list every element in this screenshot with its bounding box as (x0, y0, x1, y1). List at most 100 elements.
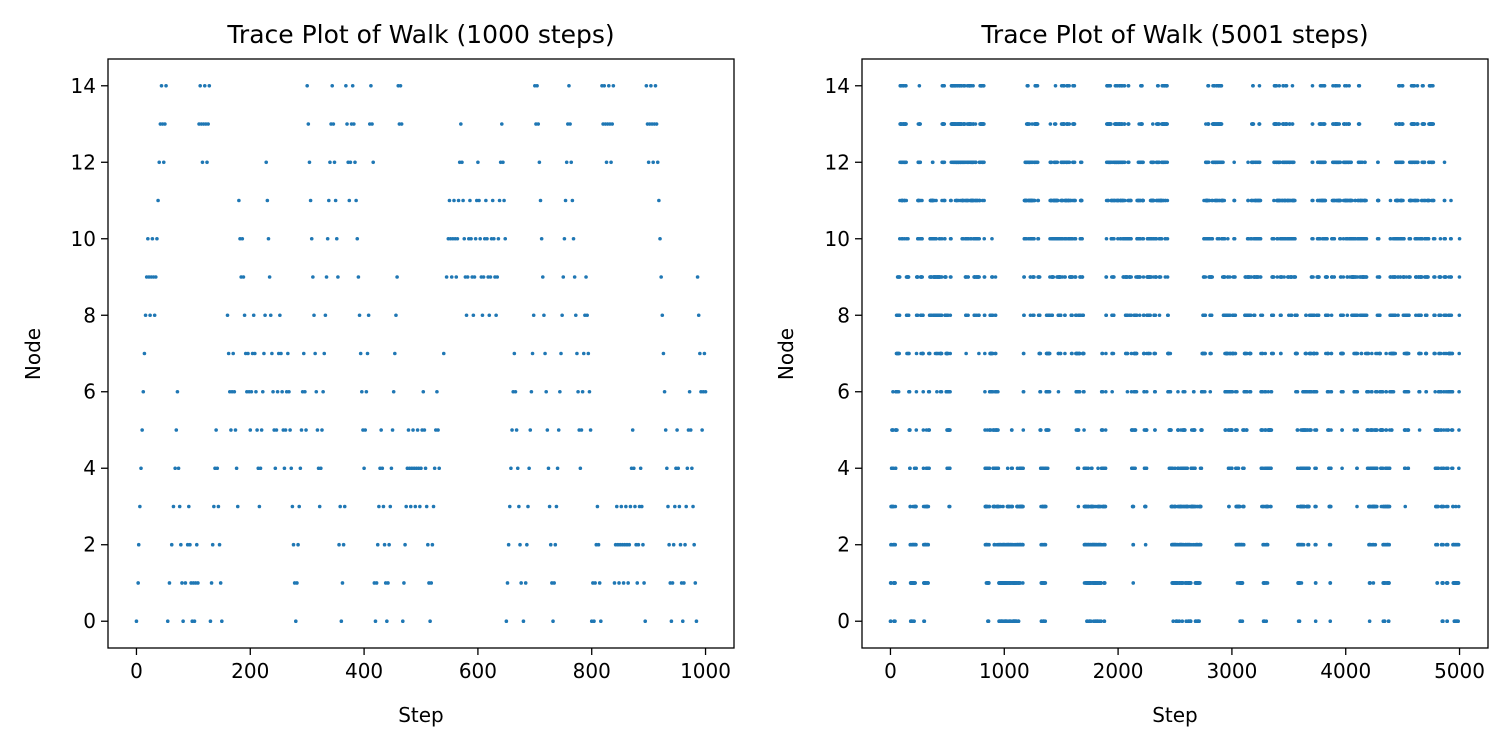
data-point (460, 160, 464, 165)
data-point (1221, 160, 1225, 165)
data-point (490, 198, 495, 203)
data-point (576, 389, 580, 394)
data-point (1387, 504, 1392, 509)
data-point (977, 351, 981, 356)
data-point (146, 236, 150, 241)
data-point (1376, 236, 1381, 241)
data-point (369, 83, 373, 88)
data-point (612, 581, 617, 585)
data-point (364, 389, 369, 394)
data-point (1043, 619, 1048, 624)
data-point (1141, 198, 1146, 203)
data-point (1297, 619, 1302, 624)
data-point (1233, 275, 1237, 279)
data-point (966, 275, 970, 279)
data-point (1168, 389, 1173, 394)
data-point (897, 313, 902, 318)
data-point (1076, 428, 1081, 432)
data-point (537, 160, 542, 165)
data-point (983, 389, 987, 394)
data-point (375, 542, 380, 547)
data-point (447, 198, 452, 203)
data-point (1340, 428, 1344, 432)
data-point (1133, 428, 1138, 432)
data-point (202, 83, 207, 88)
data-point (696, 313, 701, 318)
data-point (678, 542, 683, 547)
data-point (543, 351, 547, 356)
data-point (344, 83, 348, 88)
data-point (660, 313, 665, 318)
data-point (468, 198, 472, 203)
data-point (260, 389, 265, 394)
data-point (535, 83, 539, 88)
data-point (611, 83, 616, 88)
data-point (918, 122, 922, 126)
data-point (1100, 428, 1105, 432)
data-point (173, 466, 177, 471)
data-point (435, 389, 439, 394)
data-point (982, 160, 986, 165)
data-point (393, 351, 397, 356)
data-point (1165, 122, 1169, 126)
data-point (441, 351, 446, 356)
data-point (1263, 389, 1268, 394)
data-point (1318, 236, 1322, 241)
data-point (139, 466, 143, 471)
data-point (921, 313, 925, 318)
data-point (579, 428, 584, 432)
data-point (703, 389, 708, 394)
data-point (1384, 351, 1388, 356)
data-point (518, 542, 522, 547)
data-point (904, 122, 908, 126)
data-point (263, 313, 267, 318)
data-point (141, 389, 146, 394)
data-point (926, 542, 931, 547)
data-point (1076, 466, 1081, 471)
data-point (687, 389, 692, 394)
data-point (217, 542, 222, 547)
data-point (1226, 236, 1230, 241)
data-point (1269, 428, 1274, 432)
data-point (234, 466, 239, 471)
data-point (342, 504, 347, 509)
data-point (177, 504, 182, 509)
data-point (1134, 389, 1139, 394)
data-point (452, 198, 456, 203)
data-point (140, 428, 144, 432)
data-point (1088, 619, 1093, 624)
data-point (192, 619, 197, 624)
data-point (893, 581, 897, 585)
data-point (436, 428, 440, 432)
data-point (492, 236, 496, 241)
data-point (1257, 83, 1262, 88)
data-point (1344, 83, 1349, 88)
data-point (572, 275, 577, 279)
data-point (1393, 351, 1398, 356)
data-point (1349, 160, 1353, 165)
data-point (990, 313, 995, 318)
data-point (684, 504, 688, 509)
data-point (283, 428, 288, 432)
data-point (663, 428, 668, 432)
data-point (920, 275, 925, 279)
data-point (700, 428, 704, 432)
data-point (1275, 275, 1280, 279)
data-point (1203, 275, 1208, 279)
data-point (1328, 542, 1333, 547)
data-point (665, 466, 669, 471)
data-point (1240, 581, 1245, 585)
data-point (1086, 466, 1091, 471)
data-point (1001, 504, 1005, 509)
data-point (1233, 351, 1238, 356)
data-point (1142, 313, 1146, 318)
data-point (1359, 351, 1364, 356)
data-point (1182, 389, 1187, 394)
data-point (682, 581, 686, 585)
data-point (621, 581, 626, 585)
data-point (254, 389, 258, 394)
data-point (210, 542, 215, 547)
data-point (298, 466, 303, 471)
data-point (949, 275, 953, 279)
data-point (1026, 83, 1030, 88)
